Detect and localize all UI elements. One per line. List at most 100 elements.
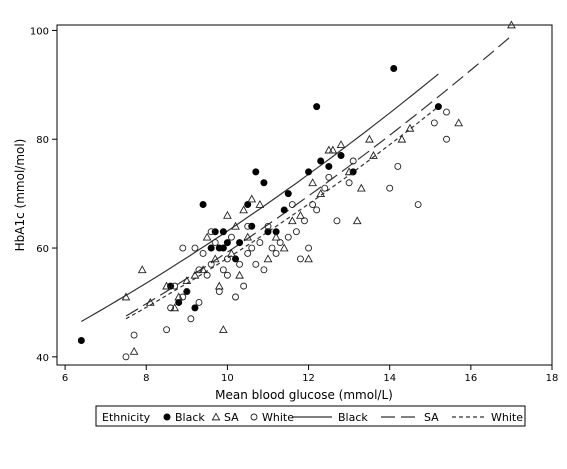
point-black — [219, 244, 227, 252]
point-white — [284, 233, 292, 241]
point-sa — [271, 232, 281, 241]
point-white — [276, 239, 284, 247]
point-white — [414, 201, 422, 208]
point-white — [272, 250, 280, 257]
point-sa — [352, 216, 362, 225]
point-sa — [397, 134, 407, 143]
point-white — [260, 266, 268, 274]
point-black — [191, 304, 199, 312]
point-sa — [507, 20, 516, 29]
point-black — [232, 255, 240, 263]
y-tick-label: 40 — [36, 353, 49, 364]
fit-line-sa — [125, 35, 512, 317]
point-black — [337, 152, 345, 160]
point-black — [244, 201, 252, 209]
fit-line-white — [125, 106, 439, 320]
point-white — [288, 201, 296, 208]
point-white — [292, 228, 300, 236]
point-white — [191, 244, 199, 252]
x-tick-label: 8 — [143, 373, 149, 384]
point-white — [219, 266, 227, 274]
point-white — [268, 244, 276, 252]
point-white — [215, 288, 223, 296]
point-white — [443, 135, 450, 143]
point-sa — [137, 265, 147, 274]
point-white — [386, 184, 394, 192]
point-white — [321, 184, 329, 192]
point-white — [179, 293, 187, 301]
data-markers — [77, 20, 516, 361]
point-black — [317, 157, 325, 165]
point-sa — [296, 210, 305, 219]
fit-line-black — [81, 73, 439, 323]
point-sa — [235, 270, 244, 279]
x-tick-label: 12 — [302, 373, 315, 384]
point-white — [195, 266, 203, 274]
point-white — [211, 239, 219, 247]
point-sa — [344, 167, 354, 176]
point-white — [207, 260, 215, 268]
x-tick-label: 16 — [464, 373, 477, 384]
point-sa — [239, 205, 249, 214]
point-white — [122, 353, 130, 361]
x-tick-label: 14 — [383, 373, 396, 384]
point-sa — [356, 183, 366, 192]
point-sa — [202, 232, 212, 241]
point-white — [252, 260, 260, 268]
legend-marker-sa — [211, 412, 221, 421]
point-sa — [182, 276, 192, 285]
legend-label: Black — [338, 411, 368, 424]
point-white — [195, 298, 203, 306]
y-axis: 40 60 80 100 — [30, 26, 57, 364]
plot-frame — [56, 24, 553, 366]
point-sa — [210, 254, 220, 263]
point-white — [296, 255, 304, 263]
point-black — [280, 206, 288, 214]
y-tick-label: 80 — [36, 135, 49, 146]
y-tick-label: 60 — [36, 244, 49, 255]
point-sa — [145, 297, 155, 306]
point-black — [313, 103, 321, 111]
point-white — [244, 250, 252, 257]
point-black — [223, 239, 231, 247]
legend-label: White — [491, 411, 523, 424]
point-white — [264, 222, 272, 230]
point-black — [325, 162, 333, 170]
point-white — [232, 293, 239, 301]
point-white — [325, 173, 333, 181]
point-white — [333, 217, 341, 225]
point-sa — [129, 346, 139, 355]
point-black — [272, 228, 280, 236]
point-sa — [227, 248, 236, 257]
legend-label: White — [262, 411, 294, 424]
point-white — [349, 157, 357, 165]
point-black — [305, 168, 313, 176]
point-sa — [214, 281, 224, 290]
x-tick-label: 6 — [62, 373, 68, 384]
point-sa — [231, 221, 240, 230]
point-sa — [365, 134, 374, 143]
point-white — [309, 201, 317, 208]
point-white — [130, 331, 138, 339]
point-black — [434, 103, 442, 111]
point-sa — [328, 145, 338, 154]
point-sa — [279, 243, 289, 252]
point-black — [236, 239, 244, 247]
point-white — [223, 271, 231, 279]
legend-marker-white — [250, 413, 258, 421]
point-white — [240, 282, 248, 290]
point-white — [171, 282, 179, 290]
point-white — [244, 222, 252, 230]
point-black — [264, 228, 272, 236]
point-white — [179, 244, 187, 252]
point-sa — [308, 178, 317, 187]
point-white — [163, 326, 170, 334]
point-sa — [162, 281, 171, 290]
point-sa — [255, 199, 265, 208]
point-white — [167, 304, 175, 312]
point-sa — [263, 254, 273, 263]
point-sa — [287, 216, 297, 225]
point-sa — [304, 254, 313, 263]
point-black — [207, 244, 215, 252]
